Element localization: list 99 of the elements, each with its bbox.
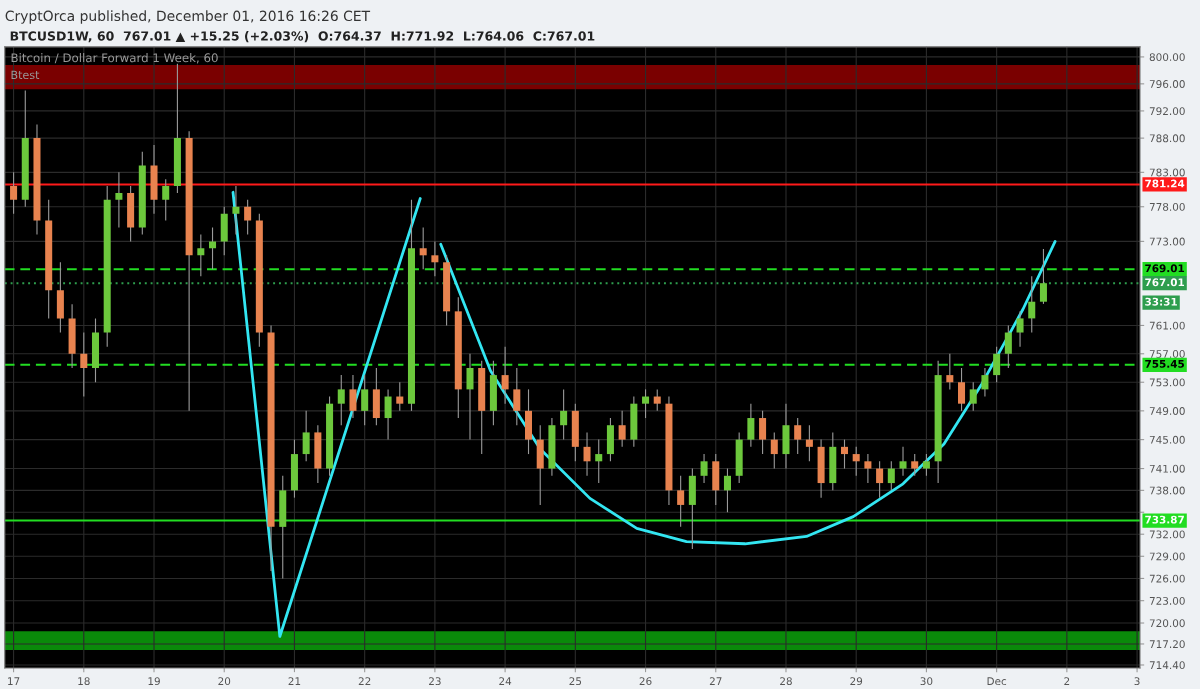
- candlestick: [384, 388, 392, 441]
- y-tick-label: 741.00: [1149, 464, 1185, 473]
- y-tick-label: 773.00: [1149, 237, 1185, 246]
- ref-line-label: 767.01: [1145, 278, 1185, 287]
- candlestick: [653, 388, 661, 412]
- candlestick: [560, 388, 568, 441]
- candlestick: [642, 388, 650, 419]
- candlestick: [723, 467, 731, 513]
- candlestick: [302, 410, 310, 462]
- y-tick-label: 714.40: [1149, 661, 1185, 670]
- x-tick-label: 25: [569, 677, 582, 686]
- x-tick-label: 24: [499, 677, 512, 685]
- candlestick: [747, 403, 755, 448]
- x-tick-label: 27: [709, 677, 722, 685]
- y-tick-label: 745.00: [1149, 435, 1185, 444]
- candlestick: [162, 178, 170, 222]
- candlestick: [887, 460, 895, 491]
- y-tick-label: 723.00: [1149, 596, 1185, 605]
- candlestick: [10, 171, 18, 215]
- candlestick: [759, 410, 767, 455]
- y-tick-label: 720.00: [1149, 619, 1185, 628]
- candlestick: [80, 331, 88, 398]
- candlestick: [337, 374, 345, 426]
- text: 33:31: [1145, 297, 1177, 306]
- candlestick: [197, 233, 205, 277]
- ref-line-label: 733.87: [1145, 515, 1184, 524]
- candlestick: [361, 374, 369, 426]
- candlestick: [501, 346, 509, 405]
- x-tick-label: 22: [358, 677, 371, 685]
- candlestick: [700, 453, 708, 484]
- candlestick: [770, 431, 778, 470]
- x-tick-label: 23: [429, 677, 441, 686]
- y-tick-label: 753.00: [1149, 378, 1185, 387]
- text: BTCUSD1W, 60 767.01 ▲ +15.25 (+2.03%) O:764.37 H:771.92 L:764.06 C:767.01: [10, 31, 595, 43]
- y-tick-label: 732.00: [1149, 530, 1185, 539]
- x-tick-label: 3: [1134, 677, 1140, 686]
- x-tick-label: 21: [288, 677, 301, 685]
- candlestick: [1004, 324, 1012, 369]
- candlestick: [969, 381, 977, 412]
- y-tick-label: 796.00: [1149, 80, 1185, 88]
- x-tick-label: 30: [920, 677, 933, 686]
- candlestick: [349, 374, 357, 419]
- candlestick: [232, 185, 240, 235]
- candlestick: [513, 367, 521, 426]
- candlestick: [993, 346, 1001, 383]
- x-tick-label: 29: [850, 677, 863, 686]
- candlestick: [852, 446, 860, 477]
- y-tick-label: 738.00: [1149, 486, 1185, 495]
- candlestick: [209, 226, 217, 270]
- text: Btest: [11, 70, 40, 80]
- candlestick: [946, 353, 954, 390]
- candlestick: [840, 439, 849, 470]
- ref-line-label: 769.01: [1145, 264, 1185, 273]
- candlestick: [618, 410, 626, 448]
- x-tick-label: 2: [1064, 677, 1070, 685]
- y-tick-label: 778.00: [1149, 202, 1185, 211]
- candlestick: [899, 446, 907, 477]
- x-tick-label: 17: [8, 677, 20, 685]
- y-tick-label: 757.00: [1149, 350, 1185, 358]
- candlestick: [958, 367, 966, 412]
- ref-line-label: 755.45: [1145, 360, 1185, 368]
- y-tick-label: 783.00: [1149, 168, 1185, 177]
- candlestick: [981, 367, 989, 398]
- y-tick-label: 792.00: [1149, 107, 1185, 116]
- candlestick: [396, 381, 404, 412]
- candlestick: [1016, 310, 1024, 348]
- x-tick-label: 28: [780, 677, 792, 686]
- candlestick: [794, 417, 802, 455]
- candlestick: [876, 460, 884, 499]
- ref-line-label: 781.24: [1145, 179, 1185, 188]
- candlestick: [115, 171, 123, 229]
- y-tick-label: 749.00: [1149, 407, 1185, 415]
- candlestick: [595, 439, 603, 484]
- y-tick-label: 800.00: [1149, 53, 1185, 62]
- x-tick-label: Dec: [987, 677, 1007, 686]
- x-tick-label: 26: [639, 677, 652, 686]
- candlestick: [864, 453, 872, 484]
- candlestick: [466, 353, 474, 441]
- x-tick-label: 20: [218, 677, 231, 686]
- y-tick-label: 726.00: [1149, 574, 1185, 583]
- text: CryptOrca published, December 01, 2016 16:26 CET: [5, 10, 371, 24]
- y-tick-label: 788.00: [1149, 134, 1185, 143]
- x-tick-label: 18: [78, 677, 90, 686]
- x-tick-label: 19: [148, 677, 160, 686]
- candlestick: [677, 475, 685, 528]
- candlestick: [922, 453, 930, 477]
- candlestick: [1028, 275, 1036, 334]
- candlestick: [1039, 248, 1047, 305]
- candlestick: [244, 199, 252, 235]
- candlestick: [419, 226, 427, 270]
- candlestick: [431, 240, 439, 277]
- y-tick-label: 729.00: [1149, 552, 1185, 561]
- line-series: [439, 240, 1057, 546]
- y-tick-label: 717.20: [1149, 640, 1185, 649]
- candlestick: [805, 424, 813, 462]
- chart-title: Bitcoin / Dollar Forward 1 Week, 60: [11, 53, 218, 64]
- candlestick: [583, 431, 591, 477]
- y-tick-label: 761.00: [1149, 321, 1185, 330]
- candlestick: [911, 453, 919, 477]
